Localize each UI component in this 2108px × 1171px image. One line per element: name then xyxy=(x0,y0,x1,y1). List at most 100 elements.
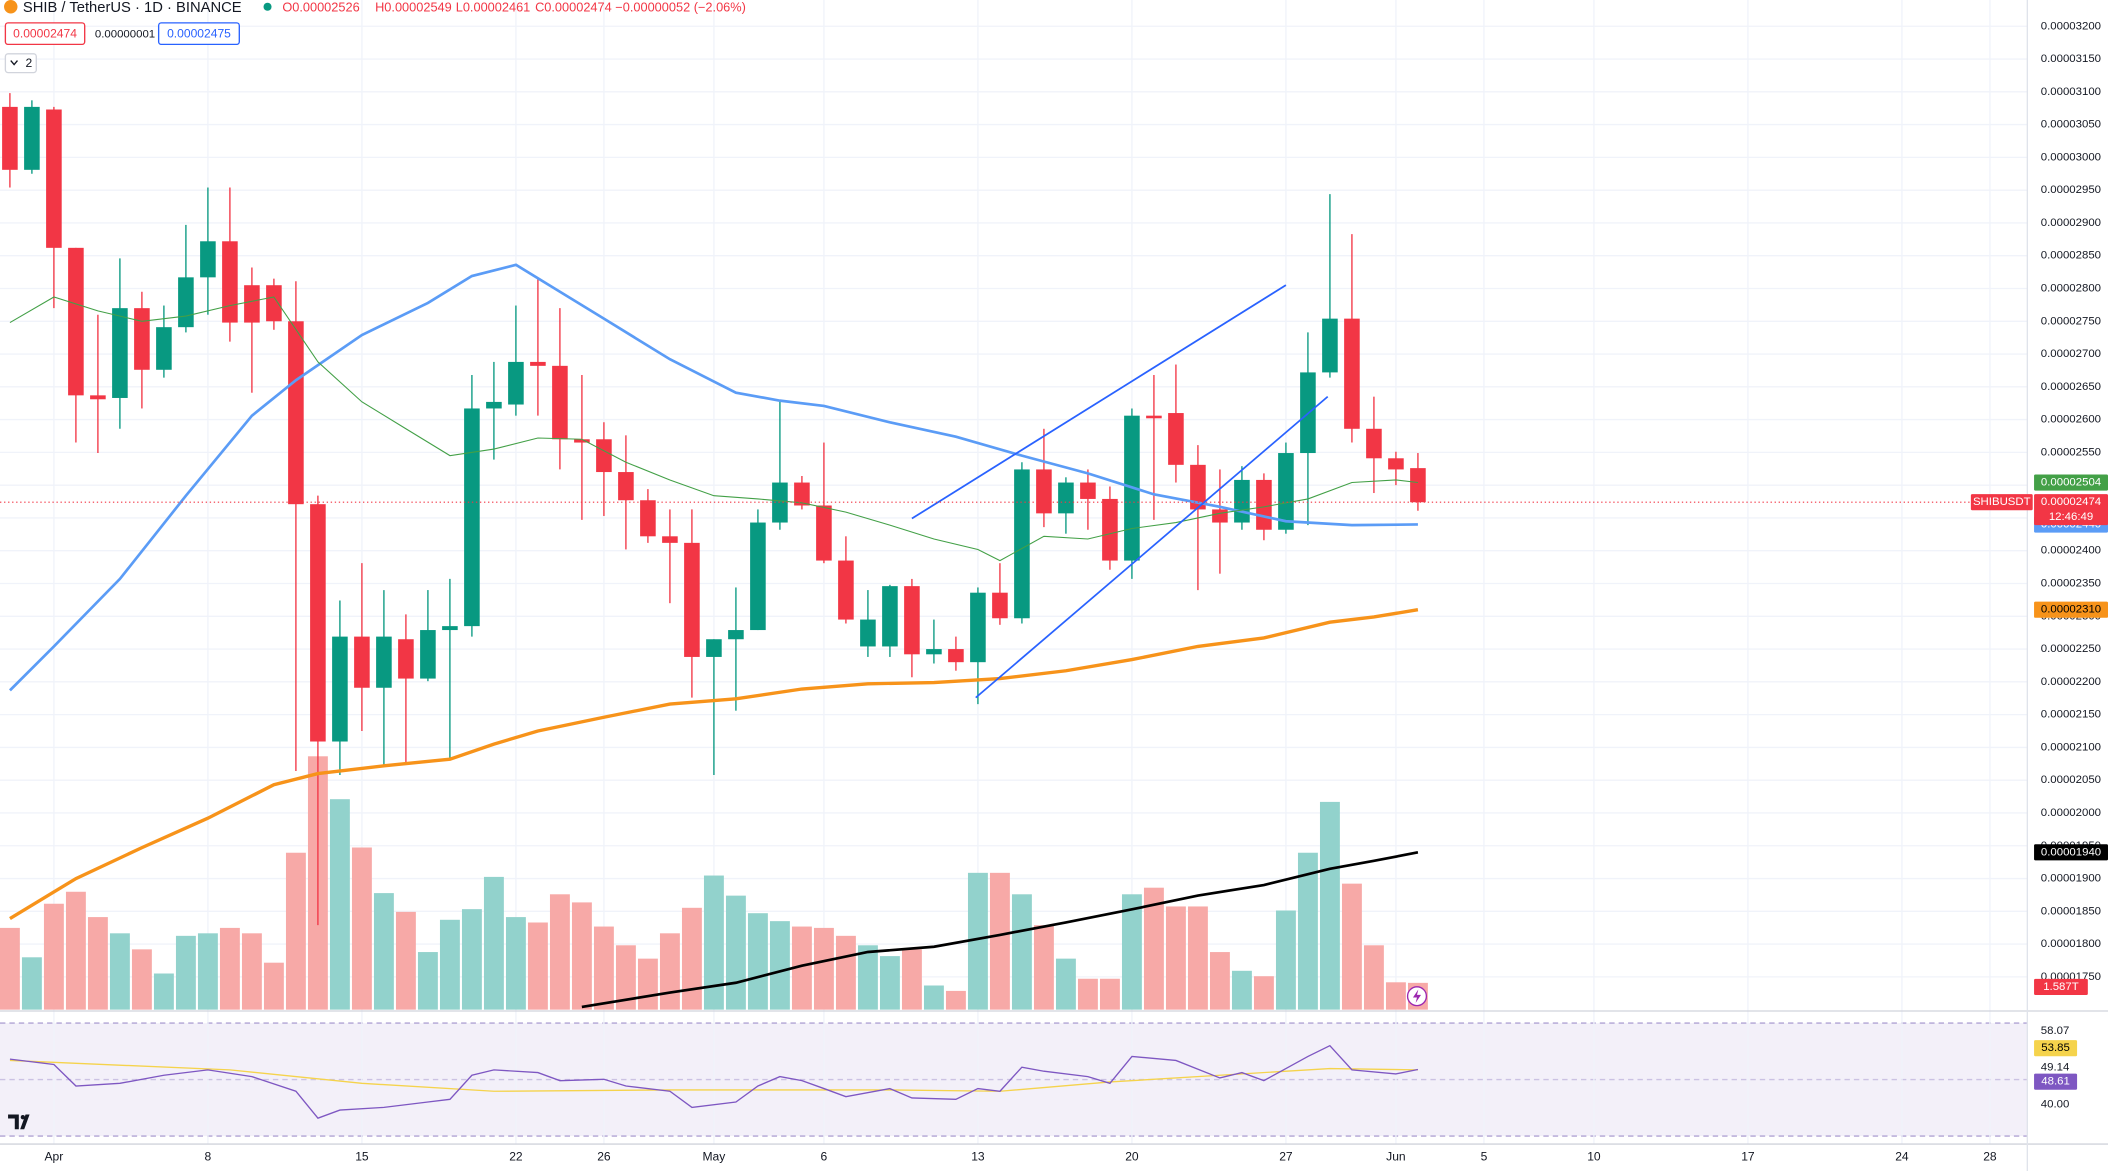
sell-button[interactable] xyxy=(4,22,86,46)
ohlc-low: L0.00002461 xyxy=(456,0,531,14)
volume-bar xyxy=(65,891,86,1010)
y-tick-label: 0.00001850 xyxy=(2041,905,2101,917)
rsi-tick-label: 40.00 xyxy=(2041,1099,2070,1111)
x-tick-label: 10 xyxy=(1587,1150,1601,1164)
candle-body xyxy=(288,321,304,505)
volume-label: 1.587T xyxy=(2043,981,2079,993)
volume-bar xyxy=(417,952,438,1010)
logo xyxy=(8,1114,30,1130)
rsi-last: 48.61 xyxy=(2041,1076,2070,1088)
candle-body xyxy=(310,504,326,742)
close-label: 0.00002474 xyxy=(2041,496,2102,508)
volume-bar xyxy=(395,911,416,1010)
moving-average xyxy=(581,851,1419,1009)
candle-body xyxy=(178,277,194,328)
spread: 0.00000001 xyxy=(95,28,155,40)
line-last-label: 0.00002310 xyxy=(2041,604,2101,616)
volume-bar xyxy=(1209,952,1230,1010)
volume-bar xyxy=(571,902,592,1010)
volume-bar xyxy=(351,847,372,1010)
volume-bar xyxy=(1253,976,1274,1010)
ohlc-open: O0.00002526 xyxy=(282,0,359,14)
candle-body xyxy=(1388,458,1404,470)
volume-bar xyxy=(725,895,746,1010)
y-tick-label: 0.00002100 xyxy=(2041,741,2101,753)
candle-body xyxy=(1410,468,1426,503)
y-tick-label: 0.00001900 xyxy=(2041,873,2101,885)
volume-bar xyxy=(285,852,306,1010)
x-tick-label: 6 xyxy=(821,1150,828,1164)
candle-body xyxy=(68,247,84,396)
y-tick-label: 0.00001800 xyxy=(2041,938,2101,950)
volume-bar xyxy=(835,935,856,1010)
volume-bar xyxy=(879,956,900,1010)
candle-body xyxy=(530,361,546,366)
x-tick-label: Apr xyxy=(45,1150,64,1164)
line-last-label-bg xyxy=(2034,844,2108,861)
volume-bar xyxy=(109,933,130,1010)
volume-bar xyxy=(1231,970,1252,1010)
volume-bar xyxy=(593,926,614,1010)
x-tick-label: 27 xyxy=(1279,1150,1293,1164)
candle-body xyxy=(376,636,392,688)
candle-body xyxy=(1146,415,1162,419)
candle-body xyxy=(728,630,744,640)
y-tick-label: 0.00002150 xyxy=(2041,709,2101,721)
volume-bar xyxy=(703,875,724,1010)
candle-body xyxy=(1344,318,1360,429)
badges: 0.000024400.000025040.000023100.00001940… xyxy=(1970,474,2108,1090)
volume-bar xyxy=(659,933,680,1010)
candle-body xyxy=(706,639,722,657)
rsi-last-bg xyxy=(2034,1073,2078,1090)
candle-body xyxy=(772,482,788,523)
alert-icon[interactable] xyxy=(1406,986,1428,1007)
candle-body xyxy=(200,241,216,278)
volume-bar xyxy=(1319,801,1340,1010)
candle-body xyxy=(948,649,964,663)
symbol-title[interactable]: SHIB / TetherUS · 1D · BINANCE xyxy=(23,0,242,16)
candle-body xyxy=(1058,482,1074,514)
moving-average xyxy=(8,263,1418,692)
y-tick-label: 0.00003050 xyxy=(2041,119,2101,131)
candle-body xyxy=(398,639,414,679)
volume-bar xyxy=(1055,958,1076,1010)
candle-body xyxy=(684,542,700,657)
volume-bar xyxy=(637,958,658,1010)
x-tick-label: May xyxy=(702,1150,726,1164)
buy-button[interactable] xyxy=(157,22,240,46)
candle-body xyxy=(1366,428,1382,459)
volume-bar xyxy=(1275,910,1296,1010)
moving-average xyxy=(9,608,1419,920)
volume-bar xyxy=(0,927,20,1010)
line-last-label: 0.00002504 xyxy=(2041,477,2102,489)
candle-body xyxy=(750,522,766,631)
y-tick-label: 0.00002350 xyxy=(2041,578,2101,590)
candle-body xyxy=(244,285,260,323)
volume-bar xyxy=(175,935,196,1010)
candle-body xyxy=(1102,498,1118,561)
rsi-ma-line xyxy=(9,1059,1418,1092)
indicators-toggle[interactable] xyxy=(4,53,37,74)
candle-body xyxy=(24,106,40,170)
candle-body xyxy=(992,592,1008,619)
y-tick-label: 0.00003200 xyxy=(2041,20,2101,32)
volume-bar xyxy=(505,917,526,1010)
x-tick-label: 28 xyxy=(1983,1150,1997,1164)
y-tick-label: 0.00002200 xyxy=(2041,676,2101,688)
candle-body xyxy=(816,505,832,561)
y-tick-label: 0.00002400 xyxy=(2041,545,2101,557)
volume-bar xyxy=(901,949,922,1010)
candle-body xyxy=(596,439,612,473)
candle-body xyxy=(904,586,920,655)
rsi-tick-label: 58.07 xyxy=(2041,1025,2070,1037)
y-tick-label: 0.00002250 xyxy=(2041,643,2101,655)
candle-body xyxy=(618,472,634,501)
candle-body xyxy=(46,109,62,248)
volume-bar xyxy=(681,907,702,1010)
candle-body xyxy=(156,327,172,370)
x-tick-label: Jun xyxy=(1386,1150,1405,1164)
market-status xyxy=(263,2,272,11)
y-tick-label: 0.00003000 xyxy=(2041,151,2101,163)
